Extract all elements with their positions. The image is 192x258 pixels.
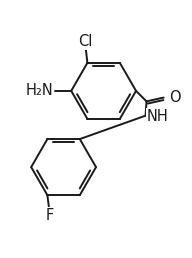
Text: F: F [45,208,53,223]
Text: Cl: Cl [78,34,93,49]
Text: H₂N: H₂N [25,83,53,98]
Text: NH: NH [146,109,168,124]
Text: O: O [169,90,181,105]
